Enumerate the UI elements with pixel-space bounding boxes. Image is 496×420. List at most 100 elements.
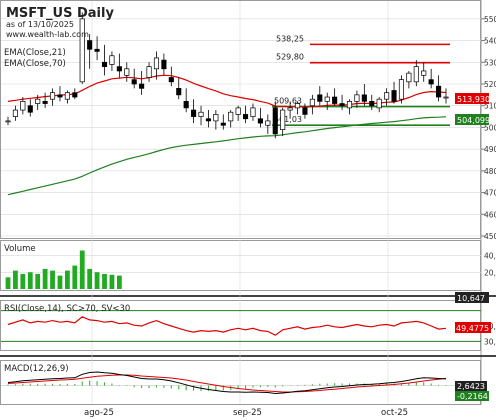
volume-bar — [109, 274, 115, 289]
candle-body — [243, 114, 249, 120]
ema70-badge: 504,099 — [457, 116, 490, 125]
volume-tick-label: 40,00M — [484, 252, 496, 261]
candle-body — [57, 94, 63, 98]
candle-body — [131, 79, 137, 85]
volume-tick-label: 20,00M — [484, 268, 496, 277]
x-label-sep: sep-25 — [233, 408, 262, 418]
candle-body — [280, 109, 286, 130]
level-label: 529,80 — [276, 53, 304, 62]
price-tick-label: 460,000 — [484, 210, 496, 219]
rsi-tick-label: 30,0000 — [484, 337, 496, 346]
candle-body — [12, 109, 18, 117]
price-tick-label: 550,000 — [484, 15, 496, 24]
candle-body — [265, 120, 271, 126]
macd-panel-frame — [0, 360, 481, 405]
candle-body — [101, 61, 108, 67]
x-label-oct: oct-25 — [381, 408, 408, 418]
candle-body — [361, 94, 367, 102]
x-label-aug: ago-25 — [84, 408, 114, 418]
candle-body — [324, 96, 330, 102]
candle-body — [406, 72, 412, 83]
candle-body — [443, 96, 449, 99]
symbol-title: MSFT_US Daily — [6, 6, 114, 21]
ema70-legend: EMA(Close,70) — [4, 59, 66, 69]
candle-body — [27, 105, 33, 113]
volume-bar — [5, 277, 11, 289]
volume-bar — [79, 250, 85, 289]
candle-body — [5, 120, 11, 123]
price-tick-label: 530,000 — [484, 58, 496, 67]
candle-body — [116, 66, 122, 72]
candle-body — [384, 92, 390, 100]
rsi-panel-frame — [0, 300, 481, 351]
candle-body — [220, 122, 226, 126]
candle-body — [64, 92, 70, 100]
candle-body — [257, 118, 263, 124]
price-tick-label: 510,000 — [484, 102, 496, 111]
volume-bar — [20, 273, 26, 289]
candle-body — [436, 85, 442, 98]
rsi-badge-bg — [455, 322, 491, 333]
volume-badge-bg — [455, 292, 489, 303]
price-tick-label: 450,000 — [484, 232, 496, 241]
candle-body — [205, 118, 211, 122]
candle-body — [339, 103, 345, 107]
volume-bar — [87, 268, 93, 289]
volume-bar — [13, 270, 18, 289]
candle-body — [146, 66, 152, 78]
asof-date: as of 13/10/2025 — [6, 20, 74, 29]
candle-body — [213, 114, 219, 122]
candle-body — [346, 101, 353, 109]
macd-title: MACD(12,26,9) — [4, 364, 69, 374]
candle-body — [398, 79, 405, 100]
candle-body — [20, 101, 26, 111]
macd-hist-badge: -0,2164 — [457, 392, 488, 401]
ema21-legend: EMA(Close,21) — [4, 48, 66, 58]
volume-bar — [94, 272, 100, 289]
candle-body — [317, 94, 323, 102]
candle-body — [176, 87, 182, 96]
candle-body — [153, 57, 160, 70]
volume-bar — [64, 270, 70, 289]
level-label: 501,03 — [274, 115, 302, 124]
candle-body — [287, 107, 293, 111]
price-tick-label: 470,000 — [484, 189, 496, 198]
level-label: 538,25 — [276, 34, 304, 43]
candle-body — [250, 107, 256, 117]
volume-bar — [50, 270, 55, 289]
candle-body — [332, 96, 338, 104]
candle-body — [161, 59, 167, 70]
candle-body — [235, 107, 241, 115]
volume-bar — [116, 275, 122, 289]
candle-body — [49, 92, 56, 100]
candle-body — [35, 98, 41, 104]
candle-body — [302, 107, 308, 115]
ema70-line — [7, 116, 447, 196]
rsi-line — [7, 316, 447, 336]
candle-body — [354, 94, 360, 102]
volume-bar — [27, 272, 33, 289]
candle-body — [309, 98, 315, 107]
volume-title: Volume — [4, 244, 36, 254]
candle-body — [391, 90, 397, 102]
candle-body — [42, 101, 48, 104]
candle-body — [428, 79, 434, 85]
volume-bar — [57, 275, 63, 289]
price-badge-bg — [455, 93, 489, 104]
volume-bar — [102, 273, 107, 289]
candle-body — [421, 70, 427, 76]
price-panel: 538,25 529,80 509,63 501,03 — [5, 12, 450, 196]
candle-body — [183, 101, 189, 109]
candle-body — [376, 98, 382, 109]
volume-bar — [42, 268, 48, 289]
rsi-badge: 49,4775 — [456, 324, 489, 333]
price-tick-label: 520,000 — [484, 80, 496, 89]
macd-panel — [1, 371, 481, 395]
candle-body — [109, 55, 115, 65]
price-tick-label: 490,000 — [484, 145, 496, 154]
ema70-badge-bg — [455, 114, 489, 125]
macd-hist-badge-bg — [455, 391, 489, 401]
volume-bar — [72, 265, 78, 289]
